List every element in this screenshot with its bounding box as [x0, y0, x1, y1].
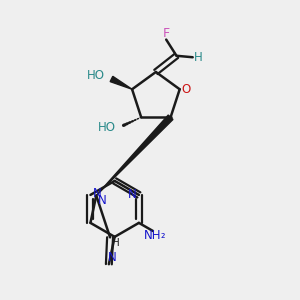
Text: F: F: [163, 27, 170, 40]
Text: N: N: [128, 188, 137, 201]
Text: N: N: [108, 251, 117, 264]
Polygon shape: [110, 76, 132, 89]
Text: N: N: [98, 194, 106, 207]
Text: NH: NH: [144, 229, 162, 242]
Text: H: H: [194, 51, 202, 64]
Polygon shape: [96, 115, 173, 196]
Text: ₂: ₂: [160, 230, 165, 240]
Text: O: O: [182, 83, 191, 96]
Text: H: H: [112, 238, 120, 248]
Text: N: N: [92, 187, 101, 200]
Text: HO: HO: [98, 121, 116, 134]
Text: HO: HO: [87, 69, 105, 82]
